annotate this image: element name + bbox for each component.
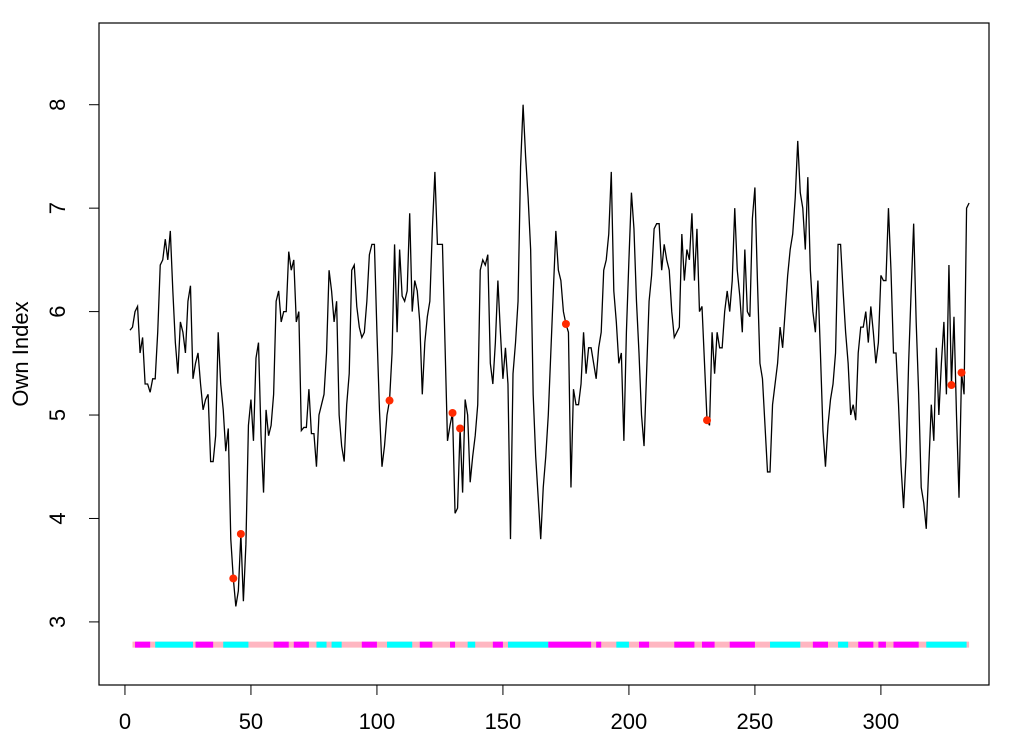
- band-segment: [729, 641, 755, 648]
- band-segment: [293, 641, 309, 648]
- y-tick-label: 4: [45, 512, 70, 524]
- band-segment: [361, 641, 377, 648]
- x-tick-label: 250: [737, 709, 774, 734]
- y-tick-label: 5: [45, 409, 70, 421]
- band-segment: [467, 641, 476, 648]
- band-segment: [387, 641, 413, 648]
- band-segment: [812, 641, 828, 648]
- band-segment: [674, 641, 695, 648]
- highlight-point: [229, 574, 238, 583]
- band-segment: [770, 641, 801, 648]
- band-segment: [878, 641, 886, 648]
- band-segment: [701, 641, 715, 648]
- band-segment: [331, 641, 342, 648]
- band-segment: [616, 641, 629, 648]
- y-tick-label: 3: [45, 616, 70, 628]
- highlight-point: [703, 416, 712, 425]
- highlight-point: [236, 529, 245, 538]
- band-segment: [638, 641, 650, 648]
- data-line: [129, 104, 970, 607]
- band-segment: [450, 641, 456, 648]
- band-segment: [548, 641, 592, 648]
- band-segment: [273, 641, 289, 648]
- highlight-point: [448, 408, 457, 417]
- y-tick-label: 6: [45, 305, 70, 317]
- band-segment: [507, 641, 549, 648]
- band-segment: [155, 641, 193, 648]
- highlight-point: [456, 424, 465, 433]
- band-segment: [135, 641, 151, 648]
- band-segment: [596, 641, 602, 648]
- band-segment: [926, 641, 967, 648]
- band-segment: [419, 641, 433, 648]
- band-segment: [838, 641, 849, 648]
- highlight-point: [947, 381, 956, 390]
- x-tick-label: 200: [611, 709, 648, 734]
- band-segment: [223, 641, 249, 648]
- x-tick-label: 0: [119, 709, 131, 734]
- highlight-point: [561, 320, 570, 329]
- x-tick-label: 300: [863, 709, 900, 734]
- highlight-point: [957, 368, 966, 377]
- x-tick-label: 150: [485, 709, 522, 734]
- y-axis-label: Own Index: [8, 301, 33, 406]
- band-segment: [858, 641, 874, 648]
- band-segment: [195, 641, 214, 648]
- band-segment: [492, 641, 503, 648]
- band-segment: [316, 641, 327, 648]
- band-segment: [893, 641, 919, 648]
- highlight-point: [385, 396, 394, 405]
- x-tick-label: 100: [359, 709, 396, 734]
- y-tick-label: 7: [45, 202, 70, 214]
- y-tick-label: 8: [45, 99, 70, 111]
- x-tick-label: 50: [239, 709, 263, 734]
- plot-frame: [98, 22, 990, 686]
